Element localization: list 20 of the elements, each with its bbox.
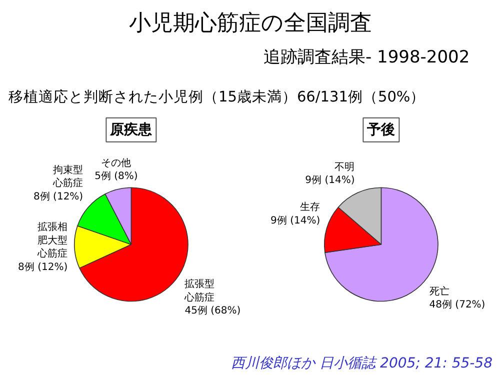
data-label: 5例 (8%) xyxy=(94,171,138,182)
slice-label: 拘束型心筋症 xyxy=(52,164,84,190)
slice-label: その他 xyxy=(101,156,132,169)
slice-label: 拡張相肥大型心筋症 xyxy=(36,221,68,260)
slice-label: 死亡 xyxy=(429,286,450,298)
slice-label: 生存 xyxy=(300,201,320,214)
data-label: 8例 (12%) xyxy=(34,191,84,202)
text: 西川俊郎ほか 日小循誌 2005; 21: 55-58 xyxy=(231,356,493,372)
text: 追跡調査結果- 1998-2002 xyxy=(263,48,470,68)
data-label: 8例 (12%) xyxy=(18,262,68,273)
data-label: 9例 (14%) xyxy=(305,175,355,186)
data-label: 45例 (68%) xyxy=(184,306,241,317)
data-label: 9例 (14%) xyxy=(270,215,320,226)
slice-label: 拡張型心筋症 xyxy=(184,278,215,304)
chart-title: 原疾患 xyxy=(109,120,154,138)
text: 移植適応と判断された小児例（15歳未満）66/131例（50%） xyxy=(8,88,426,106)
chart-title: 予後 xyxy=(366,122,396,138)
text: 小児期心筋症の全国調査 xyxy=(129,11,372,36)
data-label: 48例 (72%) xyxy=(429,300,486,311)
slice-label: 不明 xyxy=(334,162,355,173)
